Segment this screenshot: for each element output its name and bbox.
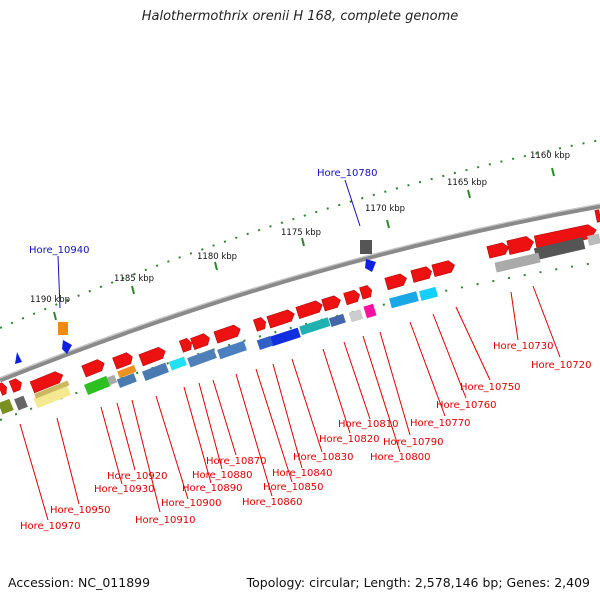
scale-label-1185: 1185 kbp bbox=[114, 274, 154, 284]
scale-label-1190: 1190 kbp bbox=[30, 295, 70, 305]
gene-label-hore-10760: Hore_10760 bbox=[436, 400, 497, 411]
connector-hore-10940 bbox=[57, 255, 61, 309]
scale-label-1160: 1160 kbp bbox=[530, 151, 570, 161]
gene-label-hore-10770: Hore_10770 bbox=[410, 418, 471, 429]
gene-label-hore-10780: Hore_10780 bbox=[317, 168, 378, 179]
feature-blue-upper-2 bbox=[62, 340, 72, 354]
scale-label-1175: 1175 kbp bbox=[281, 228, 321, 238]
scale-label-1165: 1165 kbp bbox=[447, 178, 487, 188]
forward-genes bbox=[0, 209, 600, 396]
label-connectors bbox=[19, 285, 561, 521]
gene-label-hore-10920: Hore_10920 bbox=[107, 471, 168, 482]
gene-label-hore-10900: Hore_10900 bbox=[161, 498, 222, 509]
gene-label-hore-10820: Hore_10820 bbox=[319, 434, 380, 445]
feature-gray-upper bbox=[360, 240, 372, 254]
gene-label-hore-10880: Hore_10880 bbox=[192, 470, 253, 481]
genome-backbone-highlight bbox=[0, 203, 600, 379]
gene-label-hore-10800: Hore_10800 bbox=[370, 452, 431, 463]
domain-bars bbox=[0, 233, 600, 415]
scale-label-1180: 1180 kbp bbox=[197, 252, 237, 262]
genome-title: Halothermothrix orenii H 168, complete g… bbox=[141, 9, 459, 24]
connector-hore-10780 bbox=[344, 179, 361, 227]
feature-blue-upper bbox=[365, 259, 376, 272]
gene-label-hore-10930: Hore_10930 bbox=[94, 484, 155, 495]
gene-label-hore-10840: Hore_10840 bbox=[272, 468, 333, 479]
feature-orange-upper bbox=[58, 322, 68, 335]
scale-label-1170: 1170 kbp bbox=[365, 204, 405, 214]
gene-labels: Hore_10720 Hore_10730 Hore_10750 Hore_10… bbox=[20, 341, 592, 532]
gene-label-hore-10910: Hore_10910 bbox=[135, 515, 196, 526]
gene-label-hore-10830: Hore_10830 bbox=[293, 452, 354, 463]
gene-label-hore-10940: Hore_10940 bbox=[29, 245, 90, 256]
gene-label-hore-10950: Hore_10950 bbox=[50, 505, 111, 516]
gene-label-hore-10790: Hore_10790 bbox=[383, 437, 444, 448]
gene-label-hore-10750: Hore_10750 bbox=[460, 382, 521, 393]
gene-label-hore-10870: Hore_10870 bbox=[206, 456, 267, 467]
gene-label-hore-10810: Hore_10810 bbox=[338, 419, 399, 430]
gene-label-hore-10860: Hore_10860 bbox=[242, 497, 303, 508]
gene-label-hore-10850: Hore_10850 bbox=[263, 482, 324, 493]
gene-label-hore-10730: Hore_10730 bbox=[493, 341, 554, 352]
genome-summary-text: Topology: circular; Length: 2,578,146 bp… bbox=[246, 575, 590, 590]
gene-label-hore-10970: Hore_10970 bbox=[20, 521, 81, 532]
accession-text: Accession: NC_011899 bbox=[8, 575, 151, 590]
scale-major-ticks bbox=[53, 167, 555, 321]
gene-label-hore-10720: Hore_10720 bbox=[531, 360, 592, 371]
genome-backbone bbox=[0, 203, 600, 383]
feature-blue-small bbox=[15, 352, 22, 364]
gene-label-hore-10890: Hore_10890 bbox=[182, 483, 243, 494]
